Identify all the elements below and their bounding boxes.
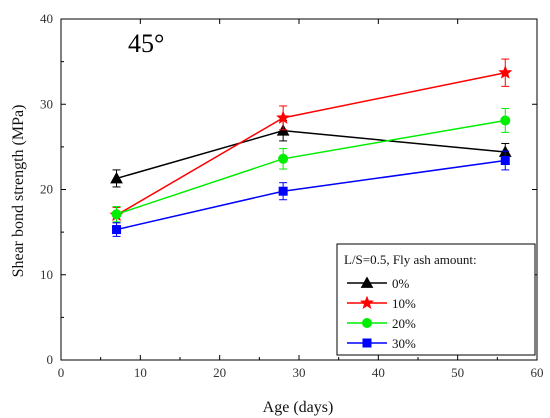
x-tick-label: 10 [134,365,147,380]
y-tick-label: 0 [47,352,54,367]
legend-entry: 30% [347,336,416,351]
series-20pct [111,108,511,223]
legend-marker [362,338,372,348]
data-point [276,110,291,124]
axes: 0 10 20 30 40 50 60 0 10 20 30 40 [40,11,544,380]
data-point [500,156,510,166]
series-layer [109,58,513,237]
legend-entry: 10% [347,295,416,311]
series-line [116,119,506,215]
data-point [278,153,289,164]
legend: L/S=0.5, Fly ash amount: 0% 10% 20% 30% [336,243,536,356]
legend-label: 30% [392,336,416,351]
x-tick-label: 30 [293,365,306,380]
data-point [498,65,513,79]
data-point [110,171,123,184]
y-tick-label: 20 [40,182,53,197]
x-tick-label: 60 [531,365,544,380]
data-point [111,209,122,220]
x-axis-title: Age (days) [263,399,334,416]
series-10pct [109,58,513,224]
y-tick-label: 30 [40,96,53,111]
legend-marker [362,318,372,328]
series-30pct [112,150,510,237]
data-point [500,115,511,126]
legend-box [336,243,536,356]
legend-entry: 20% [347,316,416,331]
x-tick-label: 40 [372,365,385,380]
data-point [278,186,288,196]
chart-annotation: 45° [128,29,164,58]
legend-label: 0% [392,276,410,291]
data-point [112,225,122,235]
y-tick-label: 10 [40,267,53,282]
x-tick-label: 0 [58,365,65,380]
legend-label: 20% [392,316,416,331]
x-tick-label: 20 [213,365,226,380]
y-tick-label: 40 [40,11,53,26]
y-axis-title: Shear bond strength (MPa) [10,105,27,278]
x-tick-label: 50 [451,365,464,380]
legend-marker [359,295,375,309]
legend-marker [360,276,374,288]
series-line [116,71,506,216]
legend-title: L/S=0.5, Fly ash amount: [344,252,477,267]
legend-label: 10% [392,296,416,311]
legend-entry: 0% [347,276,410,291]
